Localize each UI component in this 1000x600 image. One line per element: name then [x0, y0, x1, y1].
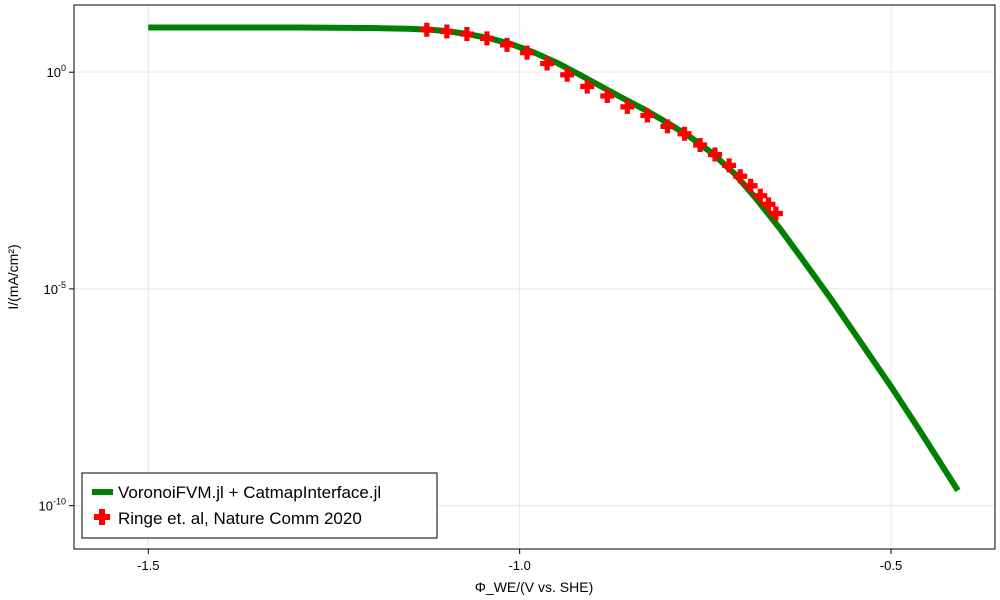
data-point — [733, 169, 748, 184]
y-tick-exponent: 0 — [61, 63, 66, 73]
legend-entry-model: VoronoiFVM.jl + CatmapInterface.jl — [118, 483, 381, 502]
legend-box — [81, 472, 438, 539]
data-point — [479, 31, 494, 46]
data-point — [439, 24, 454, 39]
data-point — [500, 37, 515, 52]
y-tick-base: 10 — [47, 65, 61, 80]
data-point — [707, 147, 722, 162]
x-tick-label: -1.5 — [137, 558, 159, 573]
data-point — [677, 126, 692, 141]
data-point — [640, 108, 655, 123]
legend-entry-data: Ringe et. al, Nature Comm 2020 — [118, 509, 362, 528]
y-tick-label: 100 — [47, 63, 66, 80]
data-point — [693, 138, 708, 153]
data-point — [459, 27, 474, 42]
y-tick-base: 10 — [44, 282, 58, 297]
legend-marker-cross — [94, 509, 110, 525]
x-tick-label: -1.0 — [508, 558, 530, 573]
series-line-model — [148, 24, 961, 493]
data-point — [743, 178, 758, 193]
data-point — [620, 99, 635, 114]
plot-frame — [73, 4, 996, 550]
legend: VoronoiFVM.jl + CatmapInterface.jl Ringe… — [81, 472, 438, 539]
data-point — [580, 79, 595, 94]
data-point — [520, 45, 535, 60]
y-tick-exponent: -5 — [58, 280, 66, 290]
data-point — [660, 119, 675, 134]
data-point — [722, 158, 737, 173]
x-tick-label: -0.5 — [880, 558, 902, 573]
x-axis: -1.5 -1.0 -0.5 — [137, 549, 902, 573]
series-layer — [148, 22, 961, 493]
data-point — [761, 197, 776, 212]
legend-swatch-marker — [94, 509, 110, 525]
data-point — [753, 188, 768, 203]
y-tick-exponent: -10 — [53, 497, 66, 507]
y-tick-label: 10-10 — [39, 497, 66, 514]
data-point — [419, 22, 434, 37]
y-tick-label: 10-5 — [44, 280, 66, 297]
data-point — [540, 56, 555, 71]
data-point — [600, 89, 615, 104]
data-point — [768, 206, 783, 221]
plot-background — [74, 5, 995, 549]
y-axis-label: I/(mA/cm²) — [5, 244, 21, 309]
data-point — [560, 67, 575, 82]
x-axis-label: Φ_WE/(V vs. SHE) — [475, 579, 594, 595]
y-tick-base: 10 — [39, 499, 53, 514]
